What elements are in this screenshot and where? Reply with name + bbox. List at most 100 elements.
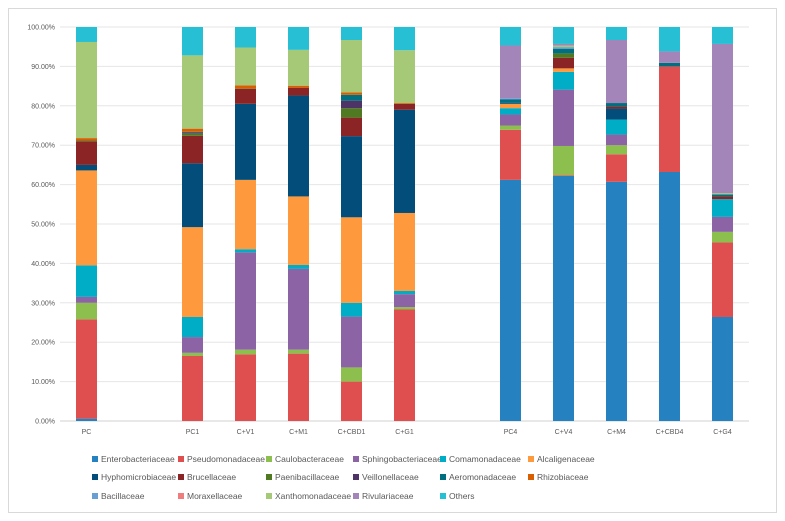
bar-segment-alcaligenaceae xyxy=(76,170,97,266)
legend-item: Rivulariaceae xyxy=(353,491,414,501)
legend-swatch xyxy=(92,474,98,480)
y-tick-label: 80.00% xyxy=(31,103,55,110)
bar-segment-comamonadaceae xyxy=(606,119,627,135)
bar-segment-brucellaceae xyxy=(288,87,309,96)
legend-label: Others xyxy=(449,491,475,501)
bar-segment-xanthomonadaceae xyxy=(76,41,97,139)
chart-frame xyxy=(8,8,777,513)
bar-segment-veillonellaceae xyxy=(182,132,203,134)
bar-segment-xanthomonadaceae xyxy=(235,47,256,86)
bar-segment-aeromonadaceae xyxy=(712,194,733,197)
y-tick-label: 40.00% xyxy=(31,261,55,268)
bar-segment-alcaligenaceae xyxy=(500,103,521,109)
bar-segment-alcaligenaceae xyxy=(394,212,415,291)
bar-segment-veillonellaceae xyxy=(341,100,362,109)
bar-segment-hyphomicrobiaceae xyxy=(288,95,309,197)
legend-item: Hyphomicrobiaceae xyxy=(92,472,176,482)
bar-segment-aeromonadaceae xyxy=(553,48,574,54)
legend-label: Comamonadaceae xyxy=(449,454,521,464)
bar-segment-pseudomonadaceae xyxy=(500,129,521,180)
bar-segment-comamonadaceae xyxy=(235,249,256,253)
legend-swatch xyxy=(440,456,446,462)
legend-swatch xyxy=(266,474,272,480)
legend-swatch xyxy=(353,493,359,499)
bar-segment-hyphomicrobiaceae xyxy=(500,102,521,104)
legend-label: Moraxellaceae xyxy=(187,491,243,501)
bar-segment-others xyxy=(76,27,97,42)
bar-segment-hyphomicrobiaceae xyxy=(235,103,256,180)
bar-segment-xanthomonadaceae xyxy=(394,50,415,104)
bar-segment-xanthomonadaceae xyxy=(341,40,362,93)
bar-segment-others xyxy=(553,27,574,44)
y-tick-label: 20.00% xyxy=(31,340,55,347)
legend-item: Comamonadaceae xyxy=(440,454,521,464)
bar-segment-paenibacillaceae xyxy=(341,108,362,118)
bar-segment-sphingobacteriaceae xyxy=(182,337,203,353)
legend-swatch xyxy=(353,456,359,462)
legend-swatch xyxy=(528,474,534,480)
bar-segment-xanthomonadaceae xyxy=(712,193,733,195)
bar-segment-rhizobiaceae xyxy=(76,138,97,141)
bar-segment-pseudomonadaceae xyxy=(235,354,256,421)
legend-item: Others xyxy=(440,491,475,501)
x-tick-label: C+G1 xyxy=(395,429,414,436)
y-tick-label: 30.00% xyxy=(31,300,55,307)
bar-segment-caulobacteraceae xyxy=(288,349,309,354)
legend-swatch xyxy=(178,474,184,480)
bar-segment-others xyxy=(235,27,256,48)
bar-segment-enterobacteriaceae xyxy=(553,175,574,421)
legend-swatch xyxy=(528,456,534,462)
legend-swatch xyxy=(178,493,184,499)
x-tick-label: C+CBD1 xyxy=(338,429,366,436)
bar-segment-caulobacteraceae xyxy=(553,145,574,176)
legend-item: Moraxellaceae xyxy=(178,491,242,501)
bar-segment-bacillaceae xyxy=(500,98,521,100)
legend-swatch xyxy=(92,456,98,462)
bar-segment-others xyxy=(606,27,627,41)
legend-label: Hyphomicrobiaceae xyxy=(101,472,177,482)
legend-label: Rhizobiaceae xyxy=(537,472,589,482)
bar-segment-brucellaceae xyxy=(553,57,574,69)
bar-segment-comamonadaceae xyxy=(712,199,733,217)
bar-segment-sphingobacteriaceae xyxy=(553,89,574,146)
bar-segment-caulobacteraceae xyxy=(606,145,627,155)
bar-segment-comamonadaceae xyxy=(500,108,521,115)
bar-segment-sphingobacteriaceae xyxy=(712,216,733,232)
bar-segment-rivulariaceae xyxy=(500,45,521,99)
x-tick-label: C+CBD4 xyxy=(656,429,684,436)
bar-segment-pseudomonadaceae xyxy=(606,154,627,182)
bar-segment-enterobacteriaceae xyxy=(76,418,97,421)
legend-label: Paenibacillaceae xyxy=(275,472,340,482)
bar-segment-others xyxy=(341,27,362,41)
bar-segment-comamonadaceae xyxy=(182,316,203,338)
bar-segment-comamonadaceae xyxy=(553,71,574,90)
bar-segment-others xyxy=(288,27,309,50)
bar-segment-others xyxy=(659,27,680,52)
bar-segment-pseudomonadaceae xyxy=(341,381,362,421)
legend-label: Veillonellaceae xyxy=(362,472,419,482)
legend-swatch xyxy=(92,493,98,499)
bar-segment-pseudomonadaceae xyxy=(182,355,203,421)
x-tick-label: PC1 xyxy=(186,429,200,436)
bar-segment-rhizobiaceae xyxy=(288,85,309,88)
legend-label: Aeromonadaceae xyxy=(449,472,517,482)
bar-segment-alcaligenaceae xyxy=(553,68,574,72)
bar-segment-comamonadaceae xyxy=(288,264,309,269)
bar-segment-alcaligenaceae xyxy=(341,217,362,303)
bar-segment-brucellaceae xyxy=(606,106,627,109)
bar-segment-aeromonadaceae xyxy=(659,62,680,67)
bar-segment-brucellaceae xyxy=(76,141,97,165)
legend-swatch xyxy=(440,493,446,499)
bar-segment-paenibacillaceae xyxy=(553,53,574,58)
bar-segment-pseudomonadaceae xyxy=(76,319,97,419)
x-tick-label: C+G4 xyxy=(713,429,732,436)
bar-segment-caulobacteraceae xyxy=(500,125,521,130)
legend-item: Alcaligenaceae xyxy=(528,454,595,464)
bar-segment-alcaligenaceae xyxy=(288,196,309,265)
bar-segment-xanthomonadaceae xyxy=(288,49,309,86)
bar-segment-others xyxy=(712,27,733,44)
legend-label: Pseudomonadaceae xyxy=(187,454,265,464)
legend-label: Alcaligenaceae xyxy=(537,454,595,464)
legend-label: Bacillaceae xyxy=(101,491,145,501)
y-tick-label: 60.00% xyxy=(31,182,55,189)
